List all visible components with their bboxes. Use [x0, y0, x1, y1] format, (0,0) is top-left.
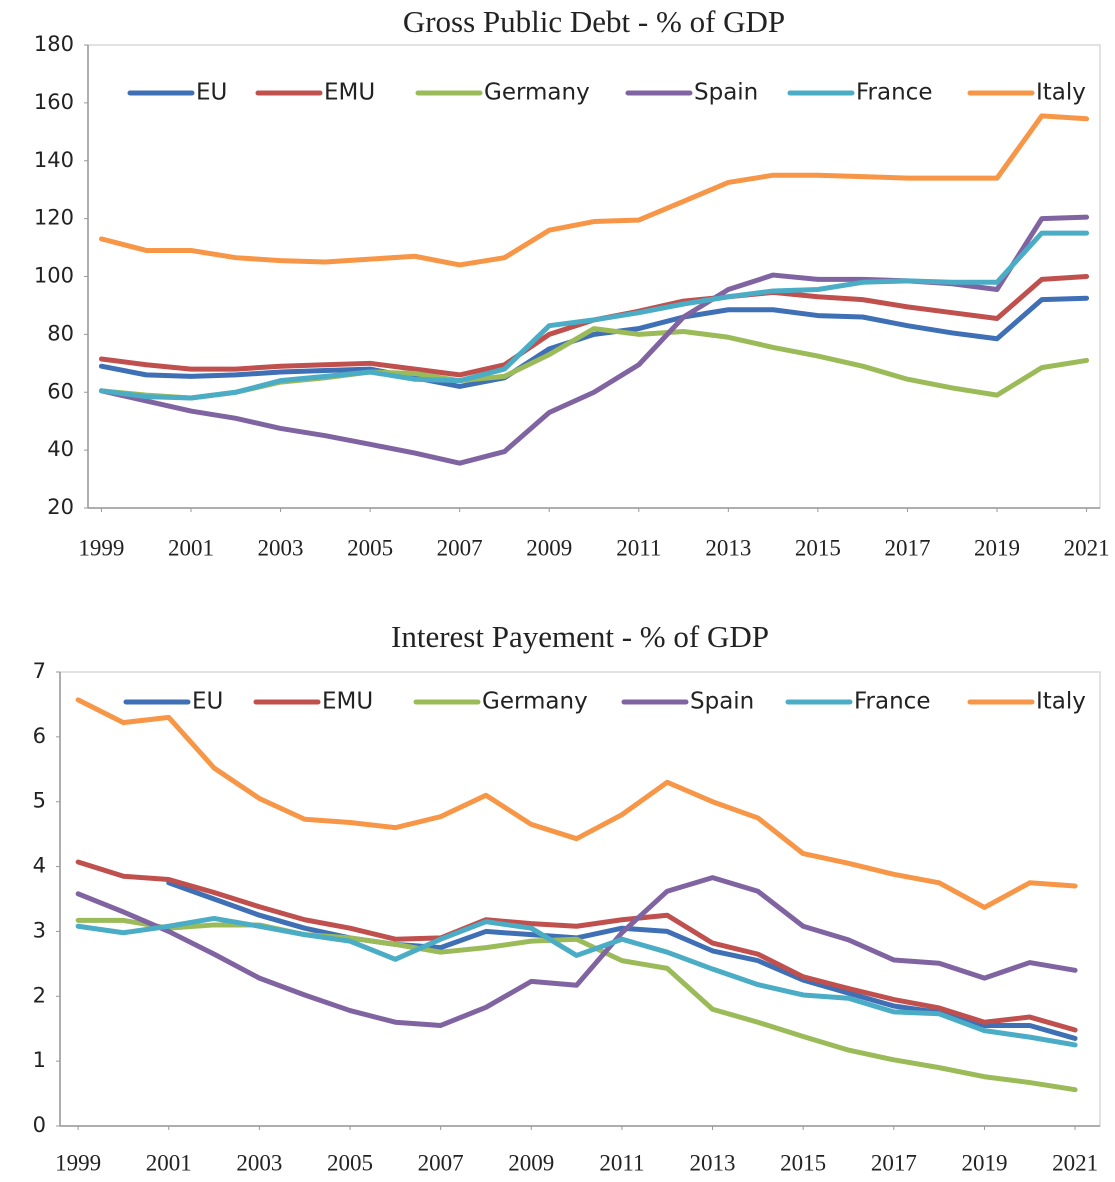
legend-label: EU — [192, 689, 223, 715]
x-tick-label: 2005 — [347, 535, 393, 560]
legend-label: EMU — [324, 80, 375, 106]
legend-label: France — [856, 80, 932, 106]
y-tick-label: 4 — [33, 854, 46, 878]
x-tick-label: 2013 — [690, 1150, 736, 1175]
x-tick-label: 2021 — [1064, 535, 1110, 560]
legend-label: France — [854, 689, 930, 715]
x-tick-label: 1999 — [78, 535, 124, 560]
x-tick-label: 2009 — [508, 1150, 554, 1175]
y-tick-label: 7 — [33, 659, 46, 683]
x-tick-label: 2009 — [526, 535, 572, 560]
x-tick-label: 2015 — [795, 535, 841, 560]
x-tick-label: 2011 — [599, 1150, 644, 1175]
x-tick-label: 2019 — [974, 535, 1020, 560]
legend-label: Spain — [694, 80, 758, 106]
x-tick-label: 2007 — [418, 1150, 464, 1175]
x-tick-label: 2011 — [616, 535, 661, 560]
series-line — [98, 113, 1090, 268]
x-tick-label: 2001 — [168, 535, 214, 560]
y-tick-label: 3 — [33, 918, 46, 942]
x-tick-label: 2001 — [146, 1150, 192, 1175]
legend-label: Italy — [1036, 80, 1086, 106]
y-tick-label: 120 — [34, 206, 74, 230]
y-tick-label: 180 — [34, 32, 74, 56]
y-tick-label: 0 — [33, 1113, 46, 1137]
x-tick-label: 2021 — [1052, 1150, 1098, 1175]
series-line — [75, 859, 1078, 1033]
x-tick-label: 2003 — [236, 1150, 282, 1175]
series-line — [98, 230, 1090, 401]
x-tick-label: 2005 — [327, 1150, 373, 1175]
x-tick-label: 1999 — [55, 1150, 101, 1175]
chart-title: Interest Payement - % of GDP — [391, 619, 769, 654]
series-line — [166, 880, 1078, 1041]
x-tick-label: 2007 — [437, 535, 483, 560]
legend-label: EU — [196, 80, 227, 106]
y-tick-label: 100 — [34, 264, 74, 288]
plot-frame — [87, 44, 1101, 509]
y-tick-label: 80 — [47, 321, 74, 345]
x-tick-label: 2017 — [884, 535, 930, 560]
chart-title: Gross Public Debt - % of GDP — [403, 4, 785, 39]
series-line — [75, 875, 1078, 1028]
x-tick-label: 2017 — [871, 1150, 917, 1175]
series-line — [98, 274, 1090, 378]
y-tick-label: 20 — [47, 495, 74, 519]
series-line — [75, 697, 1078, 910]
x-tick-label: 2013 — [705, 535, 751, 560]
legend-label: Italy — [1036, 689, 1086, 715]
y-tick-label: 160 — [34, 90, 74, 114]
legend-label: Germany — [482, 689, 588, 715]
chart: Gross Public Debt - % of GDP 20 40 60 80 100 1… — [34, 4, 1110, 560]
legend-label: EMU — [322, 689, 373, 715]
y-tick-label: 2 — [33, 983, 46, 1007]
y-tick-label: 140 — [34, 148, 74, 172]
legend-label: Germany — [484, 80, 590, 106]
series-line — [98, 295, 1090, 389]
x-tick-label: 2019 — [961, 1150, 1007, 1175]
legend-label: Spain — [690, 689, 754, 715]
x-tick-label: 2015 — [780, 1150, 826, 1175]
x-tick-label: 2003 — [258, 535, 304, 560]
y-tick-label: 60 — [47, 379, 74, 403]
chart: Interest Payement - % of GDP 0 1 2 3 4 5 6 7 1999… — [33, 619, 1101, 1175]
y-tick-label: 40 — [47, 437, 74, 461]
y-tick-label: 5 — [33, 789, 46, 813]
y-tick-label: 6 — [33, 724, 46, 748]
series-line — [98, 214, 1090, 466]
y-tick-label: 1 — [33, 1048, 46, 1072]
series-line — [75, 915, 1078, 1048]
